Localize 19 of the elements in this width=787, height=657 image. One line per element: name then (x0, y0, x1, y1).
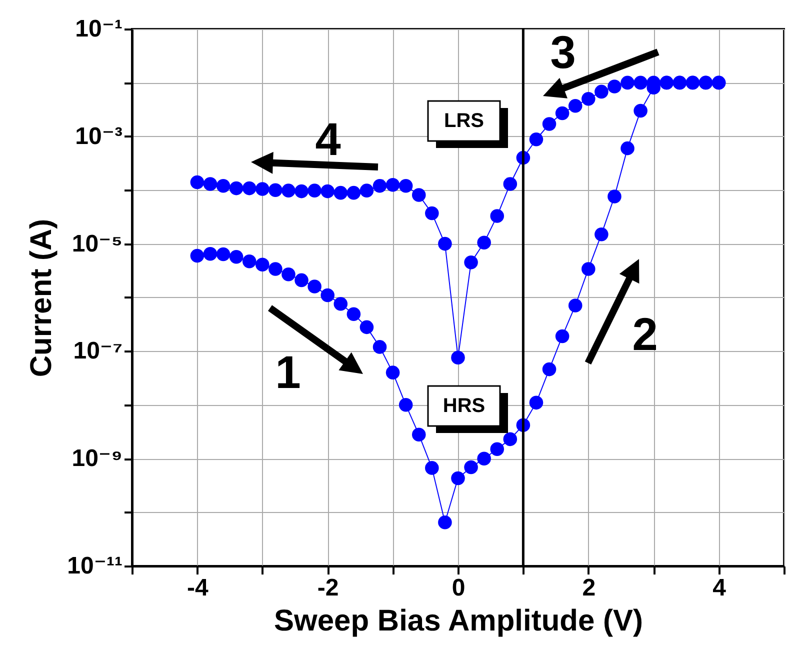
x-tick-label: -4 (187, 574, 210, 602)
x-tick-label: 2 (582, 574, 596, 602)
y-tick-label: 10⁻⁹ (72, 445, 122, 472)
y-tick-label: 10⁻¹¹ (67, 552, 122, 580)
annotation: LRS (444, 110, 484, 132)
x-tick-label: 0 (452, 574, 466, 602)
x-tick-label: -2 (317, 574, 339, 602)
annotation: HRS (442, 395, 486, 417)
annotation: 4 (315, 113, 342, 165)
y-tick-label: 10⁻³ (75, 122, 123, 150)
x-tick-label: 4 (712, 574, 727, 602)
annotation: 3 (550, 26, 576, 78)
y-tick-label: 10⁻⁷ (73, 338, 122, 365)
y-tick-label: 10⁻⁵ (72, 230, 122, 258)
y-tick-label: 10⁻¹ (75, 16, 123, 42)
y-axis-title: Current (A) (25, 218, 58, 378)
annotation: 1 (275, 346, 301, 398)
x-axis-title: Sweep Bias Amplitude (V) (274, 604, 643, 638)
annotation: 2 (632, 308, 658, 360)
